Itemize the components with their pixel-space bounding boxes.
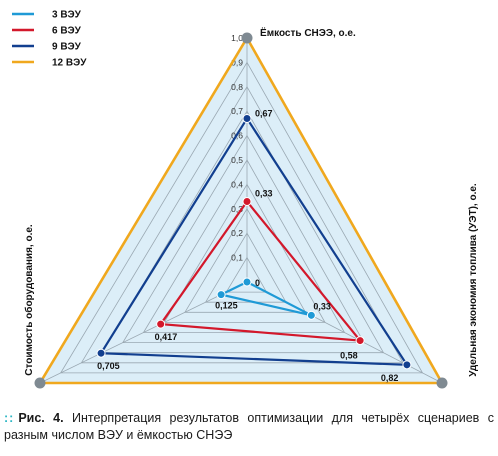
data-label: 0,125 xyxy=(215,301,238,311)
grid-ring xyxy=(101,110,385,354)
tick-label: 1,0 xyxy=(231,33,243,43)
vertex-markers xyxy=(34,32,448,389)
series-4-line xyxy=(37,35,445,385)
vertex-top xyxy=(241,32,253,44)
data-point xyxy=(402,360,412,370)
radar-chart: 0,10,20,30,40,50,60,70,80,91,0 0,670,820… xyxy=(12,10,479,389)
tick-label: 0,1 xyxy=(231,253,243,263)
data-point xyxy=(355,336,365,346)
grid-ring xyxy=(122,134,365,344)
tick-label: 0,3 xyxy=(231,204,243,214)
vertex-right xyxy=(436,377,448,389)
legend: 3 ВЭУ 6 ВЭУ 9 ВЭУ 12 ВЭУ xyxy=(12,10,87,69)
caption-bullet-icon: :: xyxy=(4,411,15,425)
data-label: 0 xyxy=(255,278,260,288)
legend-label: 6 ВЭУ xyxy=(52,26,82,37)
grid-ring xyxy=(163,183,326,323)
data-label: 0,417 xyxy=(155,332,178,342)
series-layer: 0,67 0,82 0,705 0,33 0,58 0,417 0 0,33 0,125 xyxy=(37,35,445,385)
series-3-line xyxy=(99,116,409,366)
data-point xyxy=(242,277,252,287)
data-label: 0,58 xyxy=(340,351,358,361)
grid-ring xyxy=(204,232,287,303)
legend-label: 3 ВЭУ xyxy=(52,10,82,21)
data-label: 0,33 xyxy=(255,188,273,198)
data-point xyxy=(242,114,252,124)
tick-label: 0,9 xyxy=(231,57,243,67)
data-point xyxy=(96,348,106,358)
data-label: 0,705 xyxy=(97,361,120,371)
axis-title-left: Стоимость оборудования, о.е. xyxy=(23,224,35,376)
grid-ring xyxy=(142,159,346,333)
data-point xyxy=(216,290,226,300)
data-label: 0,67 xyxy=(255,109,273,119)
axis-title-right: Удельная экономия топлива (УЭТ), о.е. xyxy=(468,183,479,377)
data-label: 0,33 xyxy=(313,301,331,311)
vertex-left xyxy=(34,377,46,389)
legend-label: 12 ВЭУ xyxy=(52,58,87,69)
series-1-line xyxy=(217,280,312,317)
data-point xyxy=(306,310,316,320)
series-2-line xyxy=(158,199,363,342)
caption-label: Рис. 4. xyxy=(18,411,64,425)
tick-label: 0,2 xyxy=(231,228,243,238)
data-point xyxy=(156,319,166,329)
data-point xyxy=(242,196,252,206)
caption-text: Интерпретация результатов оптимизации дл… xyxy=(4,411,494,442)
data-label: 0,82 xyxy=(381,373,399,383)
axis-spoke-left xyxy=(39,281,248,384)
tick-label: 0,4 xyxy=(231,179,243,189)
tick-label: 0,7 xyxy=(231,106,243,116)
legend-label: 9 ВЭУ xyxy=(52,42,82,53)
grid-ring xyxy=(59,61,424,374)
grid-ring xyxy=(184,208,307,313)
tick-label: 0,5 xyxy=(231,155,243,165)
figure-caption: :: Рис. 4. Интерпретация результатов опти… xyxy=(4,410,494,444)
tick-label: 0,8 xyxy=(231,82,243,92)
grid-ring xyxy=(80,86,404,364)
axis-titles: Ёмкость СНЭЭ, о.е. Удельная экономия топл… xyxy=(23,26,479,377)
axis-title-top: Ёмкость СНЭЭ, о.е. xyxy=(260,26,356,39)
grid-ring xyxy=(225,256,268,293)
